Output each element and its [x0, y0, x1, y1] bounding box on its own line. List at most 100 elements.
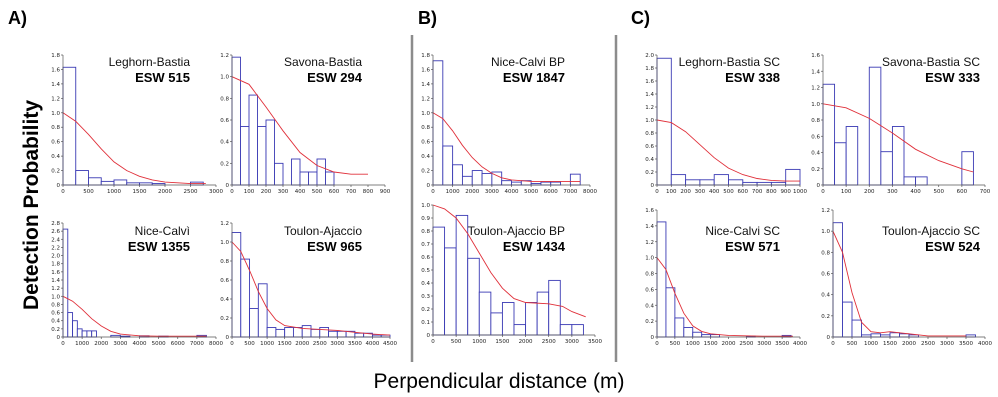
x-tick-label: 500 — [312, 189, 323, 195]
x-tick-label: 3000 — [565, 339, 579, 345]
y-tick-label: 1.2 — [51, 96, 60, 102]
histogram-bar — [481, 172, 493, 186]
x-tick-label: 0 — [655, 341, 659, 347]
histogram-bar — [670, 174, 687, 186]
detection-function-curve — [231, 76, 368, 175]
x-tick-label: 2500 — [921, 341, 935, 347]
chart-c1: 0 100 200 300 400 500 600 700 800 900 1000 0 0.2 0.4 0… — [645, 53, 807, 195]
histogram-bar — [62, 66, 77, 186]
histogram-bar — [240, 258, 251, 338]
esw-label: ESW 524 — [925, 239, 981, 254]
chart-c3: 0 500 1000 1500 2000 2500 3000 3500 4000 0 0.2 0.4 0… — [645, 208, 807, 347]
y-tick-label: 1.0 — [811, 102, 820, 108]
x-tick-label: 0 — [230, 189, 234, 195]
y-tick-label: 1.8 — [645, 66, 654, 72]
y-tick-label: 0.4 — [220, 297, 229, 303]
chart-a3: 0 1000 2000 3000 4000 5000 6000 7000 8000 0 0.2 0.4… — [51, 221, 223, 347]
x-tick-label: 500 — [83, 189, 94, 195]
y-tick-label: 0.8 — [821, 250, 830, 256]
x-tick-label: 500 — [933, 189, 944, 195]
histogram-bar — [319, 327, 330, 338]
histogram-bar — [842, 301, 853, 338]
x-tick-label: 400 — [709, 189, 720, 195]
histogram-bar — [742, 181, 758, 186]
histogram-bar — [231, 56, 241, 186]
x-tick-label: 600 — [329, 189, 340, 195]
x-tick-label: 8000 — [209, 341, 223, 347]
histogram-bar — [548, 279, 561, 336]
x-tick-label: 600 — [957, 189, 968, 195]
esw-label: ESW 571 — [725, 239, 780, 254]
histogram-bar — [571, 324, 584, 336]
y-tick-label: 0.4 — [821, 293, 830, 299]
chart-title: Toulon-Ajaccio BP — [468, 224, 565, 238]
histogram-bar — [889, 332, 900, 338]
histogram-bar — [550, 181, 562, 186]
y-tick-label: 1.6 — [811, 53, 820, 59]
histogram-bar — [308, 171, 318, 186]
x-tick-label: 1000 — [75, 341, 89, 347]
histogram-bar — [501, 302, 515, 336]
detection-function-curve — [656, 257, 793, 337]
histogram-bar — [891, 126, 905, 186]
histogram-bar — [266, 327, 277, 338]
y-tick-label: 1.0 — [821, 229, 830, 235]
x-tick-label: 0 — [230, 341, 234, 347]
x-tick-label: 700 — [346, 189, 357, 195]
y-tick-label: 0.6 — [645, 287, 654, 293]
y-tick-label: 0.6 — [811, 134, 820, 140]
detection-function-curve — [62, 112, 206, 185]
x-tick-label: 2000 — [465, 189, 479, 195]
x-tick-label: 700 — [752, 189, 763, 195]
histogram-bar — [452, 164, 463, 186]
y-tick-label: 0.6 — [220, 278, 229, 284]
y-tick-label: 0.8 — [51, 125, 60, 131]
x-tick-label: 2000 — [722, 341, 736, 347]
x-tick-label: 3000 — [485, 189, 499, 195]
y-tick-label: 0.2 — [645, 170, 654, 176]
detection-function-curve — [432, 204, 586, 318]
chart-title: Leghorn-Bastia SC — [679, 55, 781, 69]
histogram-bar — [299, 171, 309, 186]
esw-label: ESW 1434 — [503, 239, 566, 254]
histogram-bar — [275, 328, 286, 338]
x-tick-label: 2500 — [542, 339, 556, 345]
y-tick-label: 1.0 — [220, 75, 229, 81]
histogram-bar — [86, 330, 93, 338]
y-tick-label: 0.4 — [645, 303, 654, 309]
x-tick-label: 2000 — [158, 189, 172, 195]
histogram-bar — [490, 312, 503, 336]
chart-title: Nice-Calvi SC — [705, 224, 780, 238]
y-tick-label: 2.4 — [51, 237, 60, 243]
x-tick-label: 900 — [780, 189, 791, 195]
y-tick-label: 0.6 — [421, 255, 430, 261]
x-tick-label: 400 — [910, 189, 921, 195]
histogram-bar — [354, 332, 365, 338]
y-tick-label: 0.2 — [51, 169, 60, 175]
histogram-bar — [444, 247, 457, 336]
y-tick-label: 1.4 — [645, 224, 654, 230]
y-tick-label: 0.6 — [421, 140, 430, 146]
y-tick-label: 0 — [57, 183, 61, 189]
x-tick-label: 3000 — [940, 341, 954, 347]
x-tick-label: 4000 — [978, 341, 992, 347]
y-tick-label: 1.4 — [421, 82, 430, 88]
x-tick-label: 1500 — [883, 341, 897, 347]
x-tick-label: 400 — [295, 189, 306, 195]
histogram-bar — [88, 177, 102, 186]
chart-title: Toulon-Ajaccio SC — [882, 224, 980, 238]
y-tick-label: 1.4 — [51, 82, 60, 88]
esw-label: ESW 1355 — [128, 239, 190, 254]
histogram-bar — [292, 327, 303, 338]
y-tick-label: 0.8 — [421, 125, 430, 131]
histogram-bar — [513, 324, 527, 336]
histogram-bar — [328, 330, 338, 338]
y-tick-label: 1.6 — [645, 79, 654, 85]
y-tick-label: 0 — [427, 183, 431, 189]
histogram-bar — [113, 179, 128, 186]
y-tick-label: 1.0 — [220, 240, 229, 246]
x-tick-label: 100 — [244, 189, 255, 195]
x-tick-label: 200 — [680, 189, 691, 195]
x-tick-label: 2000 — [902, 341, 916, 347]
y-tick-label: 1.6 — [51, 67, 60, 73]
